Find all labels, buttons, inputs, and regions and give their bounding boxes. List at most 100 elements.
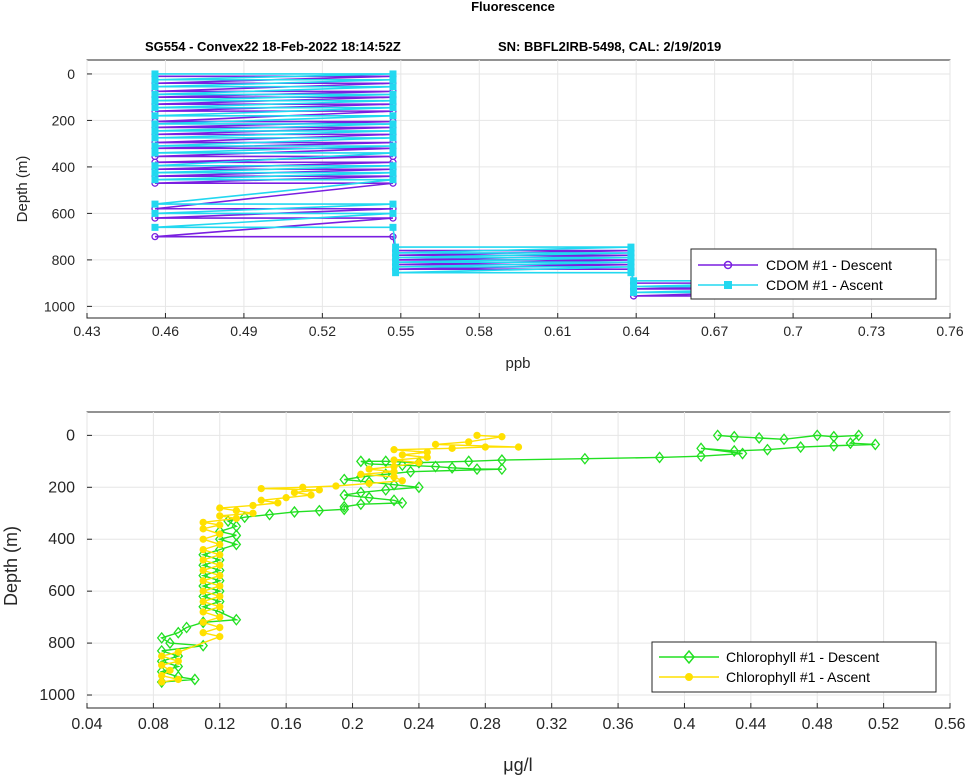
- chlorophyll-x-tick-label: 0.4: [673, 716, 695, 733]
- chlorophyll-ascent-point: [431, 440, 440, 449]
- chlorophyll-descent-point: [389, 494, 399, 507]
- chlorophyll-y-tick-label: 800: [48, 635, 75, 652]
- cdom-x-tick-label: 0.43: [73, 323, 100, 339]
- chlorophyll-descent-point: [737, 447, 748, 460]
- cdom-ascent-point: [392, 243, 400, 251]
- cdom-ascent-point: [630, 283, 638, 291]
- chlorophyll-descent-point: [696, 450, 706, 463]
- chlorophyll-legend-ascent-marker: [685, 673, 693, 681]
- cdom-ascent-point: [389, 149, 397, 157]
- chlorophyll-x-tick-label: 0.24: [403, 716, 434, 733]
- chlorophyll-axes: 0.04 0.08 0.12 0.16 0.2 0.24 0.28 0.32 0.36 0.4 0.…: [1, 411, 966, 775]
- chlorophyll-descent-point: [712, 429, 723, 442]
- chlorophyll-descent-point: [389, 478, 399, 491]
- chlorophyll-descent-point: [397, 459, 408, 472]
- chlorophyll-ascent-point: [390, 445, 398, 454]
- chlorophyll-ascent-point: [216, 582, 224, 590]
- chlorophyll-descent-point: [729, 430, 740, 443]
- chlorophyll-ascent-point: [415, 458, 423, 467]
- chlorophyll-ascent-point: [216, 632, 224, 641]
- cdom-ascent-point: [151, 149, 159, 157]
- cdom-ascent-point: [151, 112, 159, 120]
- chlorophyll-descent-point: [314, 504, 325, 517]
- chlorophyll-ascent-point: [257, 496, 265, 504]
- chlorophyll-descent-point: [339, 500, 350, 513]
- chlorophyll-ascent-point: [332, 482, 340, 490]
- cdom-ascent-point: [389, 83, 397, 91]
- cdom-y-label: Depth (m): [14, 156, 31, 223]
- cdom-ascent-point: [630, 277, 638, 285]
- cdom-ascent-point: [151, 142, 159, 150]
- chlorophyll-legend-ascent-label: Chlorophyll #1 - Ascent: [726, 669, 870, 685]
- chlorophyll-descent-point: [414, 481, 424, 494]
- chlorophyll-descent-point: [430, 460, 441, 473]
- chlorophyll-y-tick-label: 400: [48, 531, 75, 548]
- chlorophyll-ascent-point: [166, 666, 174, 675]
- cdom-ascent-point: [151, 200, 159, 208]
- chlorophyll-descent-point: [812, 429, 823, 442]
- chlorophyll-ascent-point: [465, 438, 473, 446]
- chlorophyll-ascent-point: [390, 462, 398, 471]
- cdom-ascent-point: [151, 76, 159, 84]
- cdom-ascent-point: [392, 269, 400, 277]
- cdom-x-tick-label: 0.64: [623, 323, 650, 339]
- cdom-x-tick-label: 0.61: [544, 323, 571, 339]
- chlorophyll-descent-point: [580, 452, 590, 465]
- chlorophyll-ascent-point: [514, 443, 523, 451]
- chlorophyll-legend-box: [651, 641, 937, 693]
- chlorophyll-ascent-point: [174, 648, 182, 656]
- cdom-ascent-point: [392, 263, 400, 271]
- cdom-legend-ascent-marker: [724, 281, 732, 289]
- chlorophyll-ascent-point: [473, 431, 481, 440]
- chlorophyll-descent-point: [339, 489, 350, 502]
- chlorophyll-y-label: Depth (m): [1, 526, 21, 606]
- chlorophyll-descent-point: [231, 613, 242, 626]
- chlorophyll-x-tick-label: 0.56: [934, 716, 965, 733]
- chlorophyll-descent-point: [853, 429, 864, 442]
- cdom-ascent-point: [151, 104, 159, 112]
- cdom-ascent-point: [151, 209, 159, 217]
- chlorophyll-descent-point: [364, 491, 374, 504]
- cdom-ascent-point: [389, 134, 397, 142]
- cdom-y-tick-label: 1000: [44, 298, 75, 314]
- chlorophyll-descent-point: [795, 441, 806, 454]
- chlorophyll-ascent-point: [158, 652, 166, 660]
- chlorophyll-descent-point: [339, 503, 350, 516]
- chlorophyll-ascent-point: [199, 577, 207, 585]
- cdom-ascent-point: [151, 176, 159, 184]
- cdom-axes: 0.43 0.46 0.49 0.52 0.55 0.58 0.61 0.64 0.67 0.7 0…: [14, 59, 964, 372]
- chlorophyll-descent-point: [173, 626, 184, 639]
- cdom-x-tick-label: 0.76: [936, 323, 963, 339]
- chlorophyll-ascent-point: [498, 433, 506, 441]
- chlorophyll-descent-point: [729, 444, 740, 457]
- chlorophyll-descent-point: [845, 437, 856, 450]
- chlorophyll-ascent-point: [216, 521, 224, 529]
- chlorophyll-descent-point: [380, 483, 391, 496]
- chlorophyll-x-tick-label: 0.32: [536, 716, 567, 733]
- chlorophyll-ascent-point: [307, 491, 315, 499]
- chlorophyll-x-tick-label: 0.48: [802, 716, 833, 733]
- chlorophyll-x-label: μg/l: [503, 755, 532, 775]
- chlorophyll-x-tick-label: 0.04: [71, 716, 102, 733]
- chlorophyll-ascent-point: [232, 507, 241, 515]
- chlorophyll-descent-point: [264, 508, 275, 521]
- cdom-x-tick-label: 0.73: [858, 323, 885, 339]
- cdom-ascent-point: [151, 127, 159, 135]
- chlorophyll-legend-descent-marker: [683, 649, 695, 665]
- cdom-descent-point: [389, 232, 397, 241]
- cdom-ascent-point: [389, 200, 397, 208]
- chlorophyll-y-tick-label: 1000: [39, 687, 75, 704]
- chlorophyll-ascent-point: [199, 556, 207, 564]
- cdom-y-tick-label: 600: [52, 205, 76, 221]
- chlorophyll-descent-point: [339, 473, 350, 486]
- cdom-data: [151, 70, 876, 300]
- chlorophyll-descent-point: [190, 673, 200, 686]
- chlorophyll-ascent-point: [216, 603, 224, 611]
- chlorophyll-x-tick-label: 0.36: [603, 716, 634, 733]
- cdom-ascent-point: [389, 176, 397, 184]
- chlorophyll-ascent-point: [199, 587, 207, 595]
- cdom-ascent-point: [151, 83, 159, 91]
- figure-title: Fluorescence: [471, 0, 555, 14]
- cdom-x-tick-label: 0.7: [783, 323, 803, 339]
- chlorophyll-descent-point: [356, 455, 366, 468]
